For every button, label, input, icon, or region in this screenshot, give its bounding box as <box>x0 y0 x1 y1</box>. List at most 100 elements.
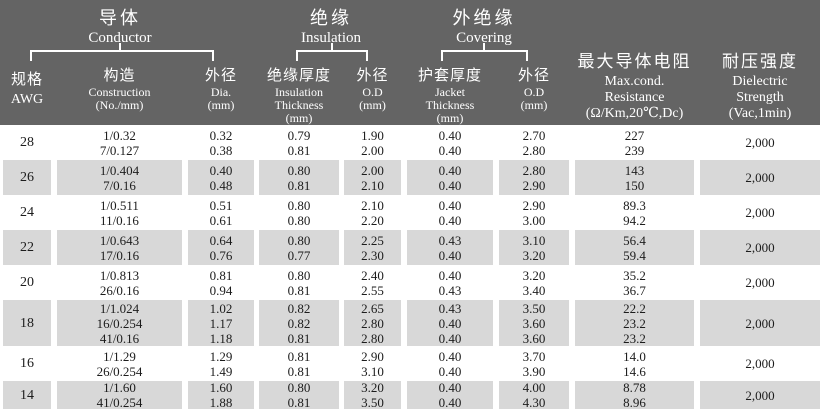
cell-resistance: 227 239 <box>624 127 645 158</box>
cell-ins-thickness: 0.80 0.81 <box>259 160 339 195</box>
col-ins-thickness-unit: (mm) <box>285 111 313 125</box>
col-jacket-od-en: O.D <box>523 85 545 99</box>
cell-dia: 1.29 1.49 <box>209 348 233 379</box>
col-resistance-zh: 最大导体电阻 <box>577 52 692 71</box>
col-awg-en: AWG <box>10 92 44 107</box>
table-row-awg-24: 24 1/0.511 11/0.16 0.51 0.61 0.80 0.80 2.10 2.20… <box>0 195 820 230</box>
col-header-jacket-od: 外径 O.D (mm) <box>499 66 569 112</box>
table-row-awg-26: 26 1/0.404 7/0.16 0.40 0.48 0.80 0.81 2.00 2.10 0… <box>0 160 820 195</box>
table-row-awg-22: 22 1/0.643 17/0.16 0.64 0.76 0.80 0.77 2.25 2.30… <box>0 230 820 265</box>
cell-ins-thickness: 0.80 0.77 <box>259 230 339 265</box>
col-construction-unit: (No./mm) <box>95 98 144 112</box>
col-jacket-thickness-zh: 护套厚度 <box>417 68 482 84</box>
table-row-awg-20: 20 1/0.813 26/0.16 0.81 0.94 0.80 0.81 2.40 2.55… <box>0 265 820 300</box>
cell-resistance: 143 150 <box>575 160 694 195</box>
col-construction-zh: 构造 <box>103 68 136 84</box>
cell-dielectric: 2,000 <box>745 205 775 220</box>
cell-dielectric: 2,000 <box>700 160 820 195</box>
cell-jacket-od: 2.80 2.90 <box>499 160 569 195</box>
col-jacket-thickness-unit: (mm) <box>436 111 464 125</box>
cell-dia: 1.60 1.88 <box>188 380 254 409</box>
cell-ins-thickness: 0.79 0.81 <box>287 127 311 158</box>
col-ins-thickness-zh: 绝缘厚度 <box>266 68 331 84</box>
cell-awg: 14 <box>3 381 51 409</box>
group-insulation-en: Insulation <box>301 30 361 46</box>
cell-dia: 0.51 0.61 <box>209 197 233 228</box>
cell-dielectric: 2,000 <box>745 135 775 150</box>
cell-ins-od: 2.90 3.10 <box>361 348 384 379</box>
cell-construction: 1/0.643 17/0.16 <box>57 230 182 265</box>
cell-dia: 0.40 0.48 <box>188 160 254 195</box>
col-ins-od-en: O.D <box>362 85 383 99</box>
table-body: 28 1/0.32 7/0.127 0.32 0.38 0.79 0.81 1.90 2.00 0… <box>0 125 820 409</box>
cell-jacket-od: 3.10 3.20 <box>499 230 569 265</box>
col-jacket-thickness-en2: Thickness <box>425 98 475 112</box>
col-ins-thickness-en2: Thickness <box>274 98 324 112</box>
col-header-resistance: 最大导体电阻 Max.cond. Resistance (Ω/Km,20℃,Dc… <box>575 50 694 122</box>
col-dielectric-unit: (Vac,1min) <box>728 106 792 121</box>
group-covering-en: Covering <box>456 30 512 46</box>
cell-awg: 26 <box>3 160 51 195</box>
group-conductor-zh: 导体 <box>99 8 141 28</box>
col-awg-zh: 规格 <box>10 72 43 88</box>
cell-dia: 0.81 0.94 <box>209 267 233 298</box>
cell-dia: 0.64 0.76 <box>188 230 254 265</box>
cell-resistance: 8.78 8.96 <box>575 380 694 409</box>
col-header-dielectric: 耐压强度 Dielectric Strength (Vac,1min) <box>700 50 820 122</box>
cell-dielectric: 2,000 <box>745 356 775 371</box>
cell-dia: 1.02 1.17 1.18 <box>188 300 254 346</box>
cell-awg: 20 <box>20 275 34 290</box>
col-jacket-od-zh: 外径 <box>517 68 550 84</box>
cell-ins-thickness: 0.80 0.80 <box>287 197 311 228</box>
cell-ins-od: 1.90 2.00 <box>361 127 384 158</box>
cell-dielectric: 2,000 <box>700 230 820 265</box>
col-jacket-od-unit: (mm) <box>520 98 548 112</box>
cell-jacket-od: 4.00 4.30 <box>499 380 569 409</box>
cell-resistance: 35.2 36.7 <box>623 267 646 298</box>
bracket-conductor <box>30 50 214 61</box>
cell-jacket-od: 2.90 3.00 <box>522 197 546 228</box>
col-dielectric-zh: 耐压强度 <box>722 52 798 71</box>
group-insulation-zh: 绝缘 <box>310 8 352 28</box>
cell-resistance: 56.4 59.4 <box>575 230 694 265</box>
cell-jacket-thickness: 0.40 0.40 <box>407 380 493 409</box>
cell-jacket-od: 3.70 3.90 <box>522 348 546 379</box>
group-covering: 外绝缘 Covering <box>414 7 554 47</box>
col-header-dia: 外径 Dia. (mm) <box>188 66 254 112</box>
group-insulation: 绝缘 Insulation <box>261 7 401 47</box>
col-resistance-en: Max.cond. <box>604 74 665 89</box>
cell-awg: 22 <box>3 230 51 265</box>
cell-dielectric: 2,000 <box>700 300 820 346</box>
bracket-insulation <box>296 50 368 61</box>
table-row-awg-16: 16 1/1.29 26/0.254 1.29 1.49 0.81 0.81 2.90 3.10… <box>0 346 820 381</box>
cell-ins-od: 2.25 2.30 <box>344 230 401 265</box>
cell-ins-od: 3.20 3.50 <box>344 380 401 409</box>
col-dia-unit: (mm) <box>207 98 235 112</box>
cell-dia: 0.32 0.38 <box>209 127 233 158</box>
cell-jacket-od: 2.70 2.80 <box>522 127 546 158</box>
table-row-awg-18: 18 1/1.024 16/0.254 41/0.16 1.02 1.17 1.18 0.82… <box>0 300 820 346</box>
cell-ins-od: 2.00 2.10 <box>344 160 401 195</box>
col-dielectric-en2: Strength <box>736 90 784 105</box>
cell-ins-od: 2.40 2.55 <box>361 267 384 298</box>
cell-jacket-thickness: 0.40 0.40 <box>438 197 462 228</box>
cell-awg: 16 <box>20 356 34 371</box>
cell-jacket-od: 3.20 3.40 <box>522 267 546 298</box>
col-header-ins-thickness: 绝缘厚度 Insulation Thickness (mm) <box>259 66 339 125</box>
cell-ins-od: 2.10 2.20 <box>361 197 384 228</box>
table-header: 导体 Conductor 绝缘 Insulation 外绝缘 Covering … <box>0 0 820 125</box>
cell-construction: 1/0.511 11/0.16 <box>100 197 139 228</box>
cell-jacket-thickness: 0.40 0.43 <box>438 267 462 298</box>
cell-resistance: 14.0 14.6 <box>623 348 646 379</box>
cell-awg: 18 <box>3 300 51 346</box>
col-header-awg: 规格 AWG <box>3 70 51 110</box>
col-header-jacket-thickness: 护套厚度 Jacket Thickness (mm) <box>407 66 493 125</box>
cell-ins-od: 2.65 2.80 2.80 <box>344 300 401 346</box>
cell-jacket-thickness: 0.43 0.40 <box>407 230 493 265</box>
group-conductor: 导体 Conductor <box>40 7 200 47</box>
cell-jacket-thickness: 0.43 0.40 0.40 <box>407 300 493 346</box>
group-conductor-en: Conductor <box>88 30 152 46</box>
col-header-construction: 构造 Construction (No./mm) <box>57 66 182 112</box>
cell-ins-thickness: 0.80 0.81 <box>259 380 339 409</box>
